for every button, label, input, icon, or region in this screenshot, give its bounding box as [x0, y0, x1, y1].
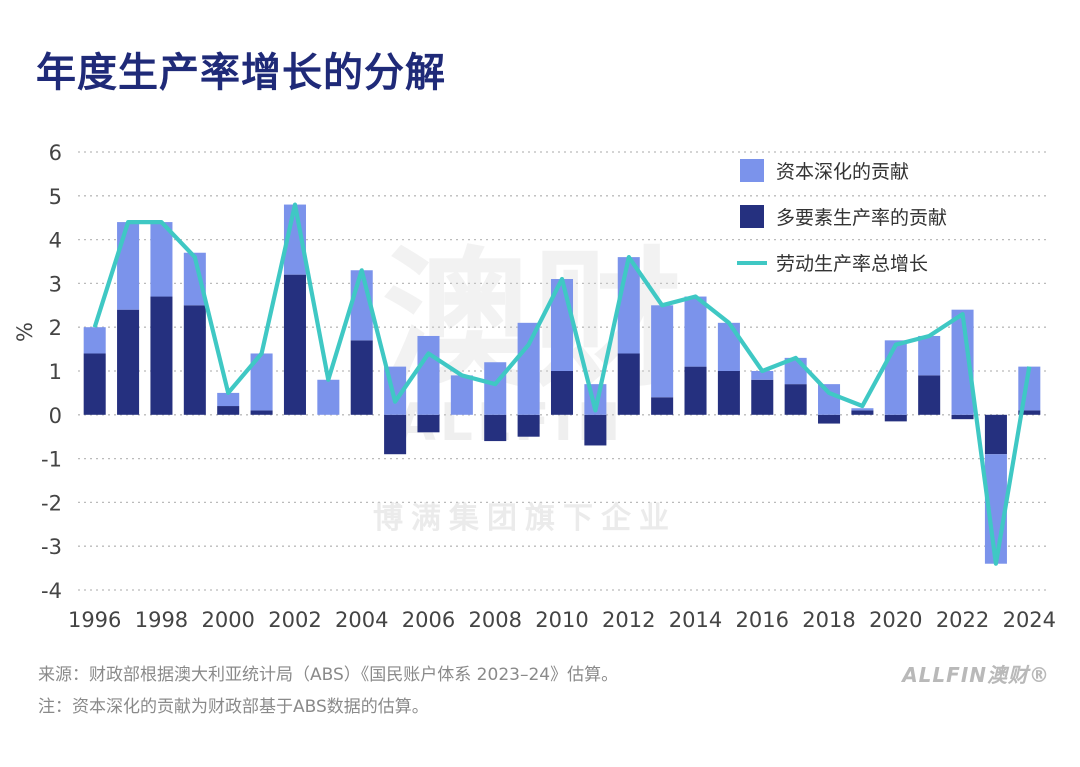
x-tick-label: 2002: [268, 608, 321, 632]
bar-capital-deepening: [851, 408, 874, 411]
bar-mfp: [350, 340, 373, 415]
bar-capital-deepening: [751, 371, 774, 380]
legend-swatch-capital: [740, 159, 764, 182]
bar-mfp: [751, 379, 774, 415]
bar-mfp: [517, 414, 540, 437]
bar-mfp: [217, 406, 240, 415]
bar-mfp: [884, 414, 907, 422]
bar-mfp: [984, 414, 1007, 455]
legend: 资本深化的贡献 多要素生产率的贡献 劳动生产率总增长: [737, 159, 947, 275]
y-tick-label: 4: [49, 229, 62, 253]
bar-capital-deepening: [150, 222, 173, 297]
y-tick-label: -2: [41, 491, 62, 515]
bar-capital-deepening: [951, 309, 974, 415]
y-tick-label: 1: [49, 360, 62, 384]
y-tick-label: 3: [49, 272, 62, 296]
bar-capital-deepening: [83, 327, 106, 354]
legend-swatch-mfp: [740, 205, 764, 228]
bar-mfp: [784, 384, 807, 415]
x-tick-label: 2014: [669, 608, 722, 632]
bar-capital-deepening: [818, 384, 841, 415]
y-tick-label: -1: [41, 448, 62, 472]
bar-capital-deepening: [484, 362, 507, 415]
bar-capital-deepening: [217, 392, 240, 407]
bar-mfp: [717, 371, 740, 415]
x-tick-label: 2008: [469, 608, 522, 632]
x-tick-label: 2012: [602, 608, 655, 632]
x-tick-label: 1998: [135, 608, 188, 632]
bar-mfp: [617, 353, 640, 415]
line-series: [92, 202, 1032, 566]
x-tick-label: 2004: [335, 608, 388, 632]
x-tick-label: 2010: [535, 608, 588, 632]
bars: [83, 204, 1041, 564]
bar-capital-deepening: [517, 322, 540, 415]
bar-mfp: [951, 414, 974, 420]
y-axis-ticks: 6 5 4 3 2 1 0 -1 -2 -3 -4: [41, 141, 62, 603]
x-tick-label: 2020: [869, 608, 922, 632]
chart-title: 年度生产率增长的分解: [36, 50, 446, 96]
bar-capital-deepening: [250, 353, 273, 411]
bar-capital-deepening: [884, 340, 907, 415]
watermark-tagline: 博满集团旗下企业: [373, 501, 677, 536]
x-tick-label: 2016: [736, 608, 789, 632]
labour-productivity-line: [92, 202, 1032, 566]
bar-mfp: [417, 414, 440, 433]
bar-mfp: [484, 414, 507, 442]
bar-mfp: [283, 274, 306, 415]
bar-mfp: [851, 410, 874, 415]
bar-capital-deepening: [450, 375, 473, 415]
x-tick-label: 2006: [402, 608, 455, 632]
y-tick-label: -4: [41, 579, 62, 603]
y-tick-label: 0: [49, 404, 62, 428]
x-axis-ticks: 1996 1998 2000 2002 2004 2006 2008 2010 2012 2014…: [68, 608, 1056, 632]
bar-mfp: [818, 414, 841, 424]
bar-capital-deepening: [918, 335, 941, 376]
bar-capital-deepening: [684, 296, 707, 367]
bar-mfp: [584, 414, 607, 446]
y-axis-label: %: [13, 322, 37, 342]
bar-capital-deepening: [651, 305, 674, 398]
bar-mfp: [651, 397, 674, 415]
x-tick-label: 2018: [802, 608, 855, 632]
bar-capital-deepening: [717, 322, 740, 371]
bar-mfp: [117, 309, 140, 415]
bar-mfp: [550, 371, 574, 415]
x-tick-label: 2000: [201, 608, 254, 632]
bar-mfp: [83, 353, 106, 415]
legend-label-mfp: 多要素生产率的贡献: [776, 207, 947, 229]
bar-mfp: [1018, 410, 1041, 415]
x-tick-label: 2022: [936, 608, 989, 632]
legend-label-capital: 资本深化的贡献: [776, 161, 909, 183]
x-tick-label: 2024: [1003, 608, 1056, 632]
bar-mfp: [918, 375, 941, 415]
y-tick-label: 2: [49, 316, 62, 340]
allfin-logo: ALLFIN澳财®: [902, 663, 1050, 687]
bar-mfp: [250, 410, 273, 415]
y-tick-label: 5: [49, 185, 62, 209]
bar-mfp: [684, 366, 707, 415]
bar-mfp: [150, 296, 173, 415]
bar-capital-deepening: [183, 252, 206, 306]
y-tick-label: -3: [41, 535, 62, 559]
x-tick-label: 1996: [68, 608, 121, 632]
bar-capital-deepening: [317, 379, 340, 415]
footnote: 注：资本深化的贡献为财政部基于ABS数据的估算。: [38, 697, 429, 717]
source-note: 来源：财政部根据澳大利亚统计局（ABS）《国民账户体系 2023–24》估算。: [38, 665, 619, 685]
bar-capital-deepening: [417, 335, 440, 415]
bar-capital-deepening: [117, 222, 140, 310]
y-tick-label: 6: [49, 141, 62, 165]
bar-mfp: [183, 305, 206, 415]
bar-mfp: [384, 414, 407, 455]
legend-label-line: 劳动生产率总增长: [776, 253, 928, 275]
